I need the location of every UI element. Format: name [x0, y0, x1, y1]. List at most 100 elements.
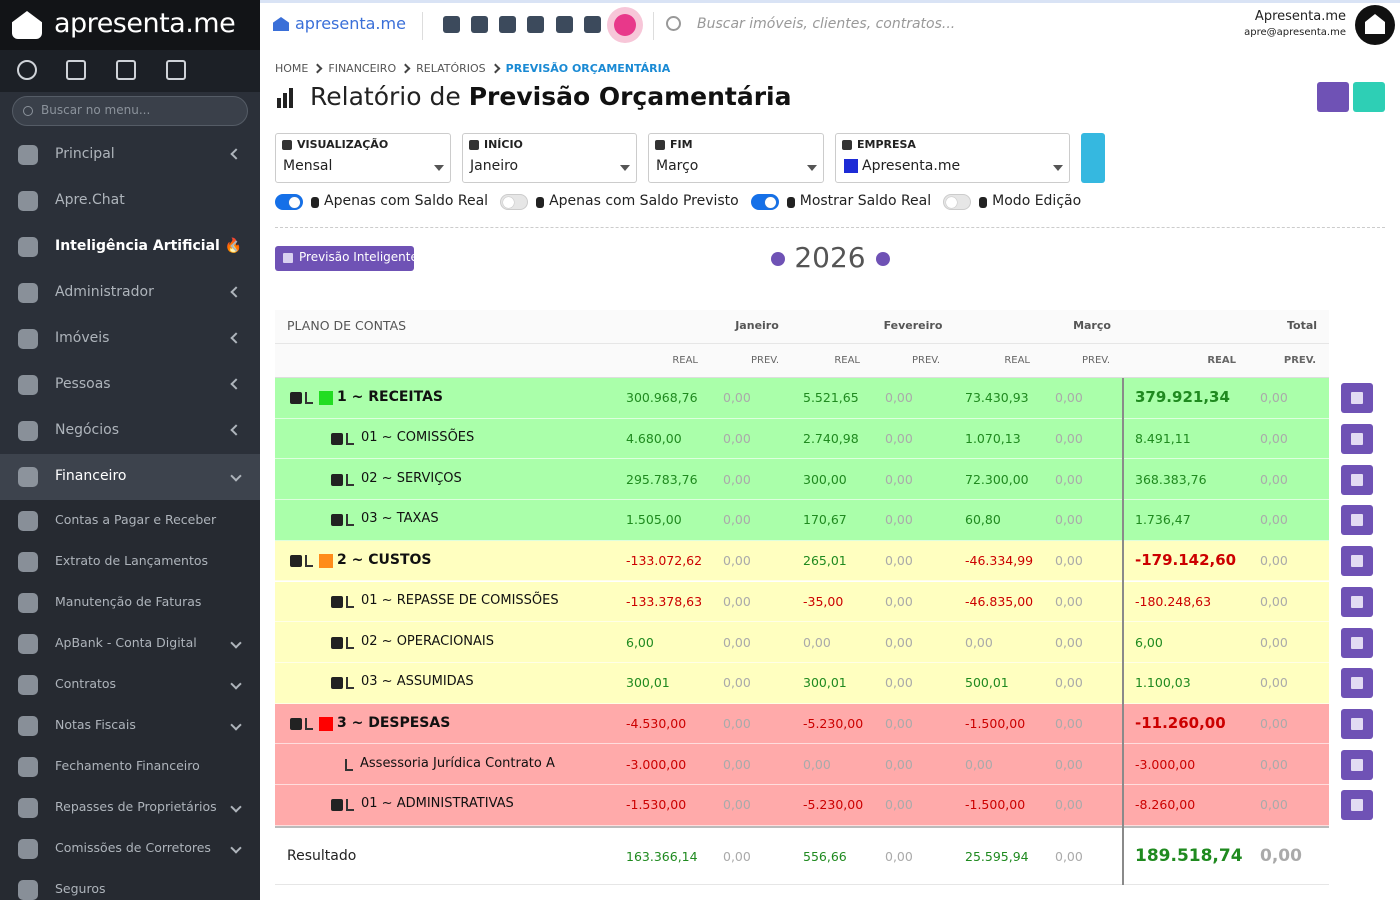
table-row: 03 ~ ASSUMIDAS 300,01 0,00 300,01 0,00 500,01… [275, 662, 1329, 704]
filter-value: Mensal [283, 158, 333, 174]
row-chart-button[interactable] [1341, 464, 1373, 495]
smart-button[interactable]: Previsão Inteligente [275, 246, 418, 271]
toggle-knob [503, 197, 515, 208]
print-button[interactable] [1353, 82, 1385, 112]
topbar-icon[interactable] [527, 16, 544, 33]
row-chart-button[interactable] [1341, 383, 1373, 414]
row-chart-button[interactable] [1341, 505, 1373, 536]
row-chart-button[interactable] [1341, 708, 1373, 739]
topbar-icon[interactable] [584, 16, 601, 33]
toggle-switch[interactable] [943, 194, 972, 210]
row-toggle[interactable] [331, 636, 343, 649]
topbar-icon[interactable] [471, 16, 488, 33]
cell-value: 0,00 [1260, 675, 1288, 691]
year-next[interactable] [876, 252, 890, 266]
share-button[interactable] [1317, 82, 1349, 112]
subheader: REAL [1004, 355, 1030, 366]
sidebar-item[interactable]: Manutenção de Faturas [0, 582, 260, 623]
row-chart-button[interactable] [1341, 790, 1373, 821]
result-value: 0,00 [1260, 846, 1302, 867]
row-toggle[interactable] [331, 677, 343, 690]
sidebar-chevron [230, 677, 242, 690]
sidebar-item[interactable]: ApBank - Conta Digital [0, 623, 260, 664]
sidebar-item[interactable]: Principal [0, 132, 260, 178]
topbar-icon[interactable] [443, 16, 460, 33]
title-icon [289, 88, 293, 108]
sidebar-item[interactable]: Seguros [0, 869, 260, 900]
filter-icon [282, 140, 292, 150]
sidebar-item[interactable]: Comissões de Corretores [0, 828, 260, 869]
row-toggle[interactable] [331, 473, 343, 486]
cell-value: 0,00 [885, 675, 913, 691]
cell-value: 0,00 [1260, 553, 1288, 569]
sidebar-item[interactable]: Apre.Chat [0, 178, 260, 224]
topbar-search-placeholder[interactable]: Buscar imóveis, clientes, contratos... [697, 16, 956, 32]
tree-icon [305, 555, 313, 568]
row-chart-button[interactable] [1341, 586, 1373, 617]
topbar-brand: apresenta.me [295, 14, 406, 33]
breadcrumb-separator [312, 63, 323, 74]
filter-select[interactable]: EMPRESA Apresenta.me [835, 133, 1070, 183]
row-toggle[interactable] [331, 433, 343, 446]
toggle-switch[interactable] [750, 194, 779, 210]
row-toggle[interactable] [290, 717, 302, 730]
breadcrumb-item[interactable]: RELATÓRIOS [416, 62, 486, 75]
sidebar-item[interactable]: Negócios [0, 408, 260, 454]
tree-icon [346, 636, 354, 649]
year-prev[interactable] [771, 252, 785, 266]
sidebar-item[interactable]: Repasses de Proprietários [0, 787, 260, 828]
toggle-icon [979, 197, 988, 208]
row-toggle[interactable] [331, 514, 343, 527]
row-chart-button[interactable] [1341, 546, 1373, 577]
row-chart-button[interactable] [1341, 424, 1373, 455]
filter-icon [842, 140, 852, 150]
sidebar-tool-icon[interactable] [166, 60, 186, 80]
row-chart-button[interactable] [1341, 668, 1373, 699]
breadcrumb-item[interactable]: HOME [275, 62, 309, 75]
row-toggle[interactable] [290, 555, 302, 568]
sidebar-item[interactable]: Financeiro [0, 454, 260, 500]
cell-value: 0,00 [885, 431, 913, 447]
sidebar-item[interactable]: Pessoas [0, 362, 260, 408]
cell-value: 72.300,00 [965, 471, 1029, 487]
cell-value: 60,80 [965, 512, 1001, 528]
row-chart-button[interactable] [1341, 627, 1373, 658]
sidebar-item[interactable]: Extrato de Lançamentos [0, 541, 260, 582]
sidebar-item[interactable]: Contas a Pagar e Receber [0, 500, 260, 541]
breadcrumb-item[interactable]: FINANCEIRO [328, 62, 397, 75]
sidebar-item[interactable]: Notas Fiscais [0, 705, 260, 746]
sidebar-item[interactable]: Imóveis [0, 316, 260, 362]
topbar-icon[interactable] [556, 16, 573, 33]
select-caret [807, 165, 817, 171]
sidebar-search[interactable]: Buscar no menu... [12, 96, 248, 126]
tree-icon [345, 758, 353, 771]
sidebar-chevron [230, 424, 242, 436]
table-row: Assessoria Jurídica Contrato A -3.000,00 0… [275, 744, 1329, 785]
row-toggle[interactable] [331, 595, 343, 608]
refresh-button[interactable] [1081, 133, 1105, 183]
chart-icon [1351, 717, 1363, 730]
row-chart-button[interactable] [1341, 749, 1373, 780]
sidebar-item[interactable]: Administrador [0, 270, 260, 316]
filter-select[interactable]: FIM Março [648, 133, 824, 183]
filter-select[interactable]: INÍCIO Janeiro [462, 133, 637, 183]
topbar-icon[interactable] [499, 16, 516, 33]
sidebar-tool-icon[interactable] [116, 60, 136, 80]
breadcrumb-separator [400, 63, 411, 74]
filter-select[interactable]: VISUALIZAÇÃO Mensal [275, 133, 451, 183]
table-row: 02 ~ OPERACIONAIS 6,00 0,00 0,00 0,00 0,00 0,0… [275, 622, 1329, 663]
sidebar-item[interactable]: Fechamento Financeiro [0, 746, 260, 787]
sidebar-item[interactable]: Contratos [0, 664, 260, 705]
sidebar-tool-icon[interactable] [17, 60, 37, 80]
subheader: PREV. [1283, 355, 1316, 366]
row-toggle[interactable] [331, 799, 343, 812]
sidebar-item[interactable]: Inteligência Artificial 🔥 [0, 224, 260, 270]
month-header: Fevereiro [883, 319, 943, 332]
toggle-switch[interactable] [275, 194, 303, 210]
toggle-icon [536, 197, 545, 208]
row-toggle[interactable] [290, 392, 302, 405]
sidebar-tool-icon[interactable] [66, 60, 86, 80]
toggle-switch[interactable] [500, 194, 529, 210]
filter-value: Março [656, 158, 699, 174]
filter-label: FIM [670, 138, 693, 151]
